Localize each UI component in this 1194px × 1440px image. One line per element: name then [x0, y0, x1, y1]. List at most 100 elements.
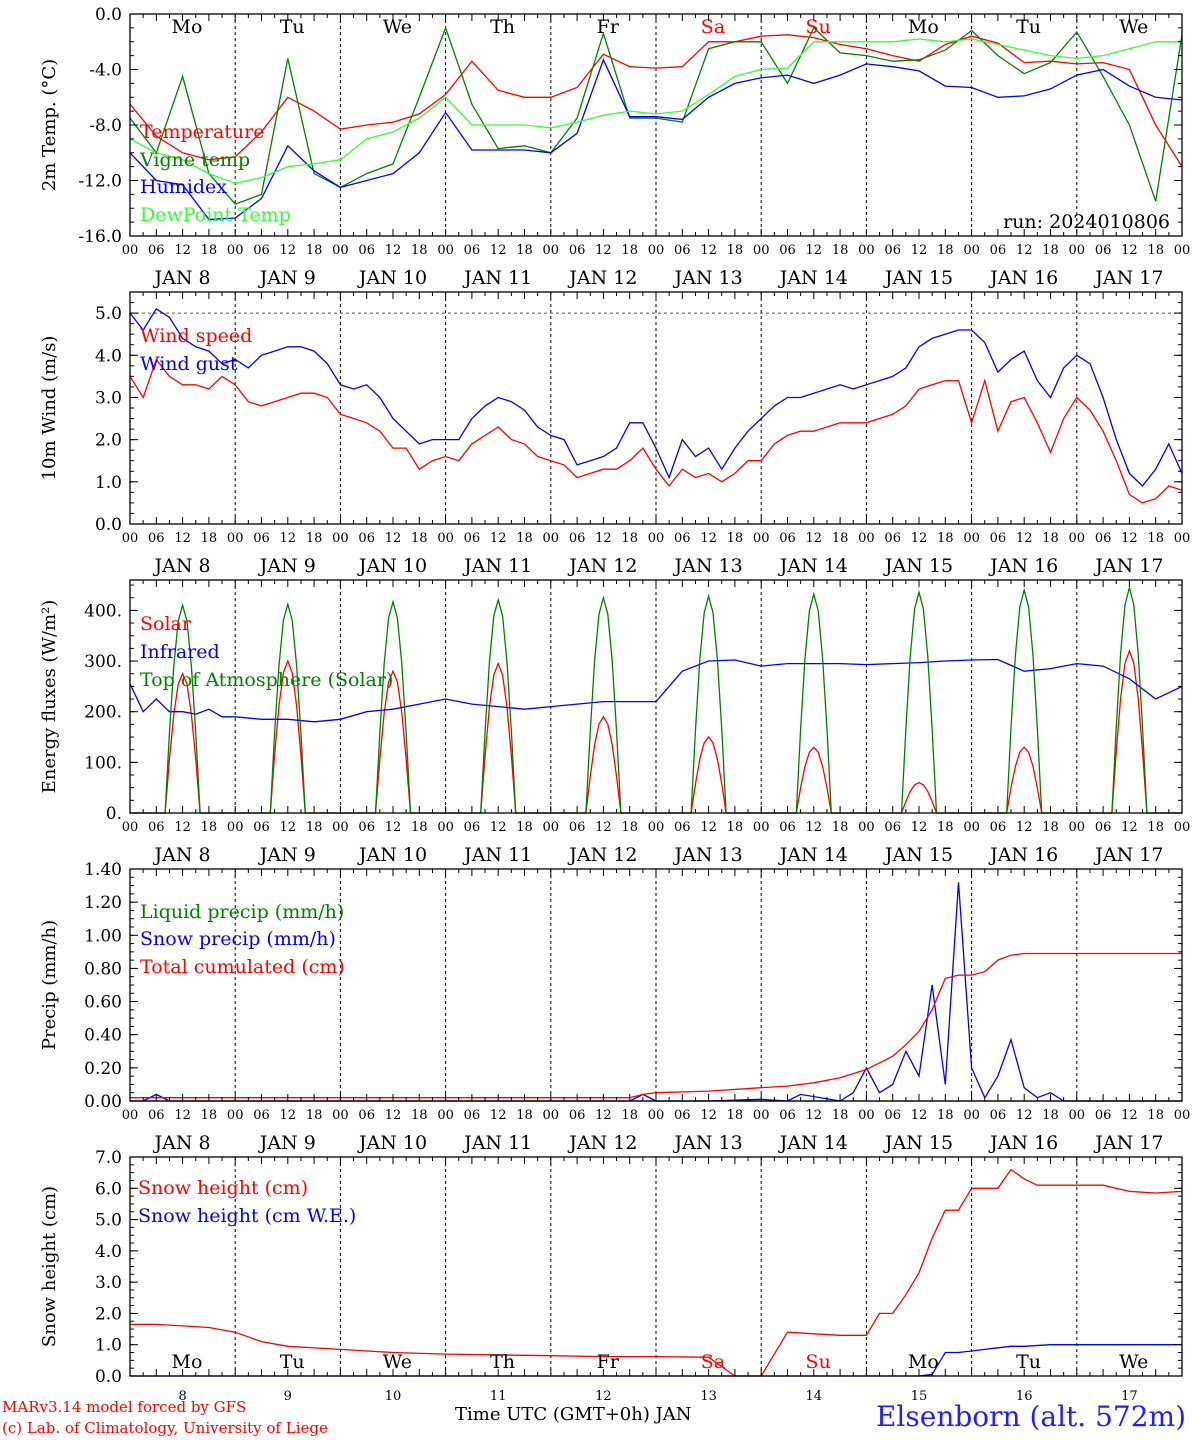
hour-tick-label: 06 [148, 243, 165, 258]
hour-tick-label: 00 [1069, 1108, 1086, 1123]
hour-tick-label: 12 [911, 820, 928, 835]
y-tick-label: 4.0 [95, 346, 122, 366]
hour-tick-label: 18 [832, 820, 849, 835]
hour-tick-label: 12 [385, 1108, 402, 1123]
weekday-label: Tu [1016, 16, 1041, 38]
hour-tick-label: 06 [464, 1108, 481, 1123]
hour-tick-label: 06 [1095, 820, 1112, 835]
hour-tick-label: 18 [516, 820, 533, 835]
hour-tick-label: 06 [569, 243, 586, 258]
hour-tick-label: 12 [806, 820, 823, 835]
hour-tick-label: 18 [1042, 531, 1059, 546]
hour-tick-label: 18 [411, 531, 428, 546]
hour-tick-label: 00 [1174, 531, 1191, 546]
weekday-label: Su [806, 16, 831, 38]
run-label: run: 2024010806 [1003, 211, 1170, 233]
hour-tick-label: 12 [700, 1108, 717, 1123]
y-axis-title: Precip (mm/h) [39, 920, 60, 1050]
hour-tick-label: 06 [884, 1108, 901, 1123]
day-number-label: 17 [1121, 1389, 1138, 1404]
legend-entry: Snow precip (mm/h) [140, 928, 336, 950]
hour-tick-label: 06 [358, 1108, 375, 1123]
y-tick-label: -16.0 [78, 227, 122, 247]
day-number-label: 11 [490, 1389, 507, 1404]
y-tick-label: 200. [84, 703, 122, 723]
hour-tick-label: 12 [174, 243, 191, 258]
hour-tick-label: 18 [1042, 820, 1059, 835]
hour-tick-label: 06 [884, 243, 901, 258]
day-label: JAN 12 [567, 1132, 637, 1154]
hour-tick-label: 00 [753, 1108, 770, 1123]
day-number-label: 9 [284, 1389, 292, 1404]
hour-tick-label: 00 [753, 243, 770, 258]
hour-tick-label: 12 [700, 531, 717, 546]
hour-tick-label: 00 [858, 531, 875, 546]
hour-tick-label: 12 [700, 820, 717, 835]
weekday-label: Mo [172, 16, 203, 38]
hour-tick-label: 18 [201, 531, 218, 546]
day-label: JAN 17 [1093, 844, 1163, 866]
series-line-humidex [129, 58, 1183, 221]
hour-tick-label: 18 [1147, 531, 1164, 546]
hour-tick-label: 06 [990, 820, 1007, 835]
hour-tick-label: 00 [227, 820, 244, 835]
day-label: JAN 14 [778, 844, 848, 866]
hour-tick-label: 00 [963, 1108, 980, 1123]
hour-tick-label: 12 [700, 243, 717, 258]
hour-tick-label: 06 [464, 531, 481, 546]
hour-tick-label: 12 [806, 243, 823, 258]
legend-entry: DewPoint Temp [140, 204, 291, 226]
hour-tick-label: 00 [963, 531, 980, 546]
day-label: JAN 17 [1093, 555, 1163, 577]
hour-tick-label: 12 [1121, 1108, 1138, 1123]
hour-tick-label: 06 [674, 1108, 691, 1123]
y-tick-label: 0.80 [84, 959, 122, 979]
day-label: JAN 8 [153, 267, 211, 289]
chart-panel-2: 0.0 1.0 2.0 3.0 4.0 5.0 10m Wind (m/s) Wind spe… [39, 291, 1191, 577]
weekday-label: We [383, 16, 412, 38]
hour-tick-label: 00 [648, 1108, 665, 1123]
y-axis-title: 10m Wind (m/s) [39, 336, 60, 481]
hour-tick-label: 00 [1069, 243, 1086, 258]
hour-tick-label: 06 [779, 243, 796, 258]
hour-tick-label: 18 [937, 531, 954, 546]
hour-tick-label: 18 [516, 1108, 533, 1123]
chart-panel-3: 0. 100. 200. 300. 400. Energy fluxes (W/m²) So… [39, 579, 1190, 866]
hour-tick-label: 18 [1042, 1108, 1059, 1123]
y-tick-label: -8.0 [89, 116, 122, 136]
lab-credit: (c) Lab. of Climatology, University of L… [2, 1419, 328, 1437]
weekday-label: Tu [280, 16, 305, 38]
y-axis-title: Snow height (cm) [39, 1186, 60, 1347]
hour-tick-label: 18 [201, 243, 218, 258]
day-label: JAN 15 [883, 844, 953, 866]
weekday-label: Mo [908, 16, 939, 38]
hour-tick-label: 18 [727, 820, 744, 835]
hour-tick-label: 12 [911, 1108, 928, 1123]
y-tick-label: 5.0 [95, 1211, 122, 1231]
hour-tick-label: 12 [911, 243, 928, 258]
hour-tick-label: 12 [806, 1108, 823, 1123]
hour-tick-label: 00 [753, 531, 770, 546]
day-number-label: 12 [595, 1389, 612, 1404]
day-label: JAN 16 [988, 555, 1058, 577]
day-label: JAN 12 [567, 267, 637, 289]
hour-tick-label: 00 [1174, 1108, 1191, 1123]
day-number-label: 15 [911, 1389, 928, 1404]
y-tick-label: 1.0 [95, 1336, 122, 1356]
y-tick-label: 0.0 [95, 5, 122, 25]
weekday-label: We [383, 1351, 412, 1373]
weekday-label: Mo [172, 1351, 203, 1373]
hour-tick-label: 06 [990, 1108, 1007, 1123]
y-tick-label: 4.0 [95, 1242, 122, 1262]
hour-tick-label: 06 [569, 1108, 586, 1123]
series-line-snow-height-cm- [130, 1168, 1183, 1377]
hour-tick-label: 18 [411, 1108, 428, 1123]
hour-tick-label: 18 [937, 243, 954, 258]
day-label: JAN 11 [462, 1132, 532, 1154]
weekday-label: Sa [701, 16, 725, 38]
day-label: JAN 15 [883, 555, 953, 577]
model-credit: MARv3.14 model forced by GFS [2, 1398, 247, 1416]
hour-tick-label: 18 [832, 243, 849, 258]
legend-entry: Total cumulated (cm) [140, 956, 345, 978]
legend-entry: Snow height (cm) [138, 1177, 308, 1199]
